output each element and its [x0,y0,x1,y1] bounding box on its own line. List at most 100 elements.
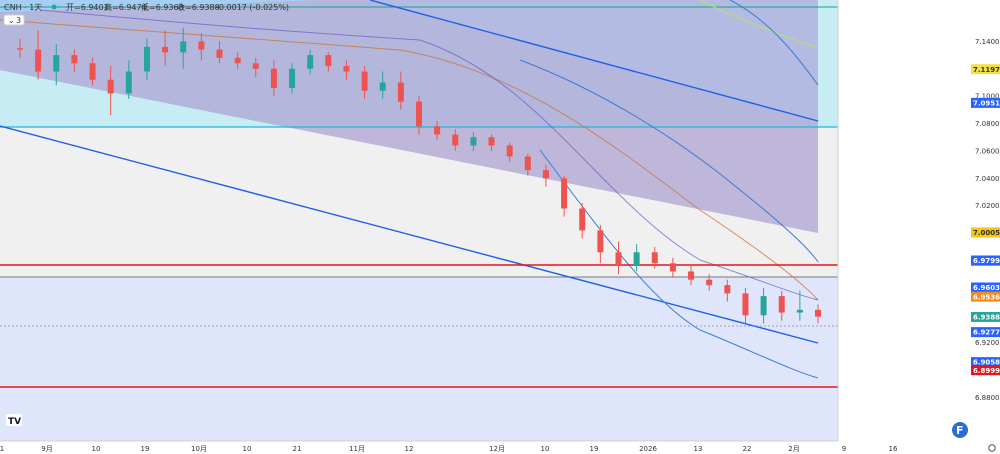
svg-text:F: F [956,424,964,437]
candle-body [252,63,259,69]
candle-body [343,66,350,72]
candle-body [633,252,640,266]
price-label-box [971,282,1000,293]
price-label: 7.1197 [973,66,1000,74]
indicators-toggle[interactable]: ⌄ 3 [3,14,25,26]
symbol-title: CNH · 1天 [4,3,42,12]
price-label: 6.9058 [973,359,1000,367]
channel-band-fill [0,0,818,233]
bollinger-outer-upper [729,0,819,86]
y-tick-label: 7.0600 [975,147,1000,155]
channel-top-line [369,0,819,122]
price-label: 7.0951 [973,99,1000,107]
ma-short-line [39,9,819,301]
candle-body [434,126,441,135]
candle-body [416,101,422,127]
indicator-count: 3 [16,16,21,25]
price-label: 6.9799 [973,257,1000,265]
candle-body [270,68,277,88]
settings-gear-icon[interactable] [988,444,996,452]
x-tick-label: 19 [141,445,150,453]
candle-body [89,63,96,80]
candle-body [17,48,23,50]
price-label-box [971,311,1000,322]
candle-body [724,285,731,294]
svg-text:TV: TV [8,417,21,427]
channel-bottom-line [0,125,819,344]
x-tick-labels: 1 9月 10 19 10月 10 21 11月 12 12月 10 19 2026 13 22 2月 9 16 [0,445,898,453]
bollinger-upper [519,59,819,263]
x-tick-label: 10 [541,445,550,453]
price-labels: 7.11977.09517.00056.98006.97996.96036.95… [971,64,1000,376]
y-tick-label: 7.1400 [975,38,1000,46]
x-tick-label: 12月 [489,445,505,453]
candle-body [669,263,676,272]
x-tick-label: 12 [405,445,414,453]
tradingview-logo[interactable]: TV [6,414,22,427]
candle-body [470,137,477,146]
open-value: 开=6.9401 [66,3,109,12]
x-tick-label: 21 [293,445,302,453]
candle-body [651,252,658,264]
candle-body [125,71,132,94]
candle-body [597,230,604,253]
price-label: 6.8999 [973,367,1000,375]
candle-body [216,49,223,58]
candle-body [35,49,42,72]
x-tick-label: 16 [889,445,898,453]
price-label-box [971,327,1000,338]
change-value: -0.0017 (-0.025%) [216,3,289,12]
price-label: 7.0005 [973,229,1000,237]
x-tick-label: 19 [590,445,599,453]
price-label: 6.9277 [973,329,1000,337]
x-tick-label: 10月 [191,445,207,453]
low-value: 低=6.9368 [141,2,184,12]
x-tick-label: 9月 [41,445,52,453]
candle-body [289,68,296,88]
candle-body [561,178,568,209]
x-tick-label: 2月 [788,445,799,453]
candle-body [452,134,459,146]
price-label: 6.9388 [973,314,1000,322]
candle-body [307,55,314,69]
x-tick-label: 1 [0,445,4,453]
candle-body [579,208,586,231]
candle-body [796,309,803,313]
candle-body [379,82,386,91]
x-tick-label: 22 [743,445,752,453]
price-label-box [971,255,1000,266]
candle-body [53,55,60,72]
candle-body [706,279,713,286]
candle-body [506,145,513,157]
high-value: 高=6.9474 [104,2,147,12]
price-label-box [971,97,1000,108]
price-axis[interactable] [838,0,1000,454]
candle-body [688,271,695,280]
price-label-box [971,227,1000,238]
status-dot-icon [51,4,57,10]
candle-body [325,55,332,67]
symbol-header: CNH · 1天 开=6.9401 高=6.9474 低=6.9368 收=6.… [4,2,289,12]
y-tick-label: 7.0200 [975,202,1000,210]
y-tick-label: 6.9200 [975,339,1000,347]
price-label-box [971,64,1000,75]
price-label: 6.9603 [973,284,1000,292]
candle-body [815,309,821,317]
candle-body [488,137,495,146]
x-tick-label: 13 [694,445,703,453]
candle-body [760,296,767,316]
x-tick-label: 2026 [639,445,657,453]
candle-body [198,41,205,50]
x-tick-label: 11月 [349,445,365,453]
y-tick-label: 7.1000 [975,93,1000,101]
candle-body [615,252,622,266]
candle-body [180,41,187,53]
ma-long-line [699,0,819,49]
feed-logo-icon[interactable]: F [952,422,968,438]
time-axis[interactable] [0,441,838,454]
candle-body [524,156,531,171]
candle-body [742,293,749,316]
candle-body [143,46,150,72]
